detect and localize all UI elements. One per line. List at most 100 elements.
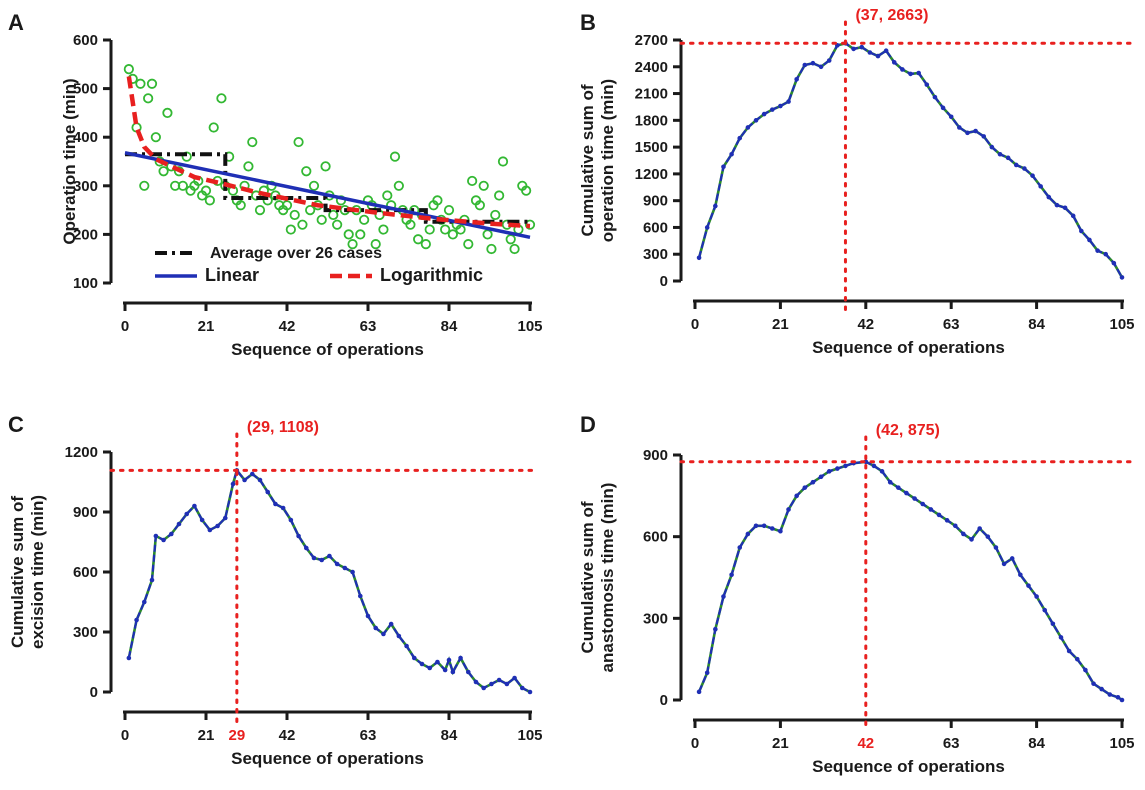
panel-c-cusum-point [311,555,317,561]
panel-c-cusum-point [242,477,247,483]
panel-a-point [332,219,343,230]
panel-a-series-solid [124,151,531,240]
panel-a-point [424,224,435,235]
panel-a-point [432,195,443,206]
panel-b-plot: 0 300 600 900 1200 1500 1800 2100 2400 2700 0 21 42 6… [578,7,1135,357]
panel-b-cusum-point [745,125,751,130]
panel-d-cusum-point [904,490,909,496]
panel-a-point [378,224,389,235]
panel-d-x-tick-label: 84 [1028,735,1045,752]
panel-a-point [413,234,424,245]
panel-b-y-tick-label: 2100 [635,86,668,103]
panel-a-point [393,180,404,191]
panel-b-y-tick-label: 1200 [635,166,668,183]
panel-c-y-tick-label: 300 [73,624,98,641]
panel-b-y-tick-label: 0 [660,273,668,290]
panel-b-cusum-point [851,46,856,52]
panel-b-cusum-point [900,67,905,72]
panel-b-y-tick-label: 900 [643,193,668,210]
panel-d-cusum-point [778,528,783,534]
panel-d-cusum-point [1034,594,1039,599]
panel-b-x-tick-label: 84 [1028,316,1045,333]
panel-d-cusum-point [961,531,966,537]
panel-c-cusum-point [373,625,379,631]
panel-b-cusum-point [1038,184,1043,189]
panel-a-legend-label: Logarithmic [380,265,483,285]
panel-c-cusum-point [280,505,286,511]
panel-b-cusum-point [859,44,865,50]
panel-b-cusum-point [867,50,873,55]
panel-b-cusum-point [908,71,913,77]
panel-c-x-tick-label: 21 [198,727,215,744]
panel-d-cusum-point [887,479,893,485]
panel-b-y-tick-label: 300 [643,246,668,263]
panel-b-x-tick-label: 42 [857,316,874,333]
panel-d-cusum-point [1083,667,1088,673]
panel-a-plot: 100 200 300 400 500 600 0 21 42 63 84 105 Sequence o… [60,32,543,359]
panel-a-point [162,107,173,119]
panel-a-point [158,166,169,177]
panel-d-cusum-point [696,689,702,695]
panel-a-point [370,239,381,250]
panel-b-cusum-point [891,60,897,65]
panel-a-letter: A [8,10,24,35]
panel-b-cusum-point [948,114,954,120]
panel-a-y-tick-label: 300 [73,178,98,195]
panel-b-cusum-point [753,118,759,123]
panel-c-cusum-point [184,511,190,517]
panel-d-cusum-point [769,526,775,531]
panel-a-point [494,190,505,201]
panel-d-cusum-point [879,469,885,474]
panel-d-cusum-point [745,531,751,537]
panel-c-cusum-point [512,675,517,681]
panel-c-peak-x-label: 29 [229,727,246,744]
panel-a-point [200,185,212,196]
panel-c-cusum-point [396,633,402,639]
panel-a-point [420,239,431,250]
panel-b-x-tick-label: 21 [772,316,789,333]
panel-d-cusum-point [1050,621,1056,627]
panel-b-cusum-point [1119,275,1125,280]
panel-c-x-tick-label: 63 [360,727,377,744]
panel-b-cusum-point [957,125,962,130]
panel-a-x-tick-label: 42 [279,318,296,335]
panel-d-x-tick-label: 21 [772,735,789,752]
panel-c-y-tick-label: 900 [73,504,98,521]
panel-b-y-tick-label: 2700 [635,32,668,49]
panel-c-cusum-point [388,621,394,627]
panel-a-point [467,175,478,187]
panel-a-point [123,64,134,75]
panel-c-y-tick-label: 600 [73,564,98,581]
panel-c-y-tick-label: 1200 [65,444,98,461]
panel-a-y-axis-title: Operation time (min) [60,78,79,244]
panel-d-cusum-point [985,534,991,539]
panel-d-cusum-point [1009,556,1015,561]
panel-d-y-axis-title-line1: Cumulative sum of [578,501,597,653]
panel-b-cusum-point [997,151,1003,157]
panel-b-cusum-point [761,111,767,117]
panel-c-x-tick-label: 105 [517,727,542,744]
panel-b-cusum-point [932,94,938,100]
panel-c-plot: 0 300 600 900 1200 0 21 29 42 63 84 105 Sequence of … [8,419,543,768]
panel-a-point [447,229,458,240]
panel-b-cusum-point [786,99,791,104]
panel-d-cusum-point [704,670,710,676]
panel-b-cusum-point [737,135,743,141]
panel-a-point [204,195,215,206]
panel-b-cusum-line-under [697,41,1124,279]
panel-d-cusum-point [818,474,824,480]
panel-a: A 100 200 300 400 500 600 0 21 42 63 84 105 Sequence… [8,10,543,359]
panel-b-cusum-point [924,82,930,87]
panel-b-cusum-point [875,53,881,59]
panel-c-cusum-point [435,659,440,665]
panel-d-cusum-point [1026,583,1031,588]
panel-b-cusum-point [965,130,970,136]
panel-d-cusum-point [969,537,974,542]
panel-c-y-tick-label: 0 [90,684,98,701]
panel-b-cusum-point [704,225,710,230]
panel-a-point [177,180,188,191]
panel-d-cusum-point [1115,694,1121,700]
panel-d-cusum-point [753,523,759,529]
panel-c-cusum-point [419,661,425,667]
panel-a-point [497,156,509,167]
